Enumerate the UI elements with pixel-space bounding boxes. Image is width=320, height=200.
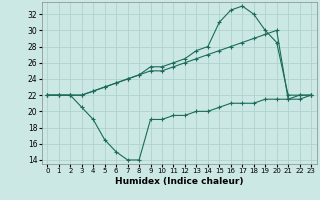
X-axis label: Humidex (Indice chaleur): Humidex (Indice chaleur) (115, 177, 244, 186)
